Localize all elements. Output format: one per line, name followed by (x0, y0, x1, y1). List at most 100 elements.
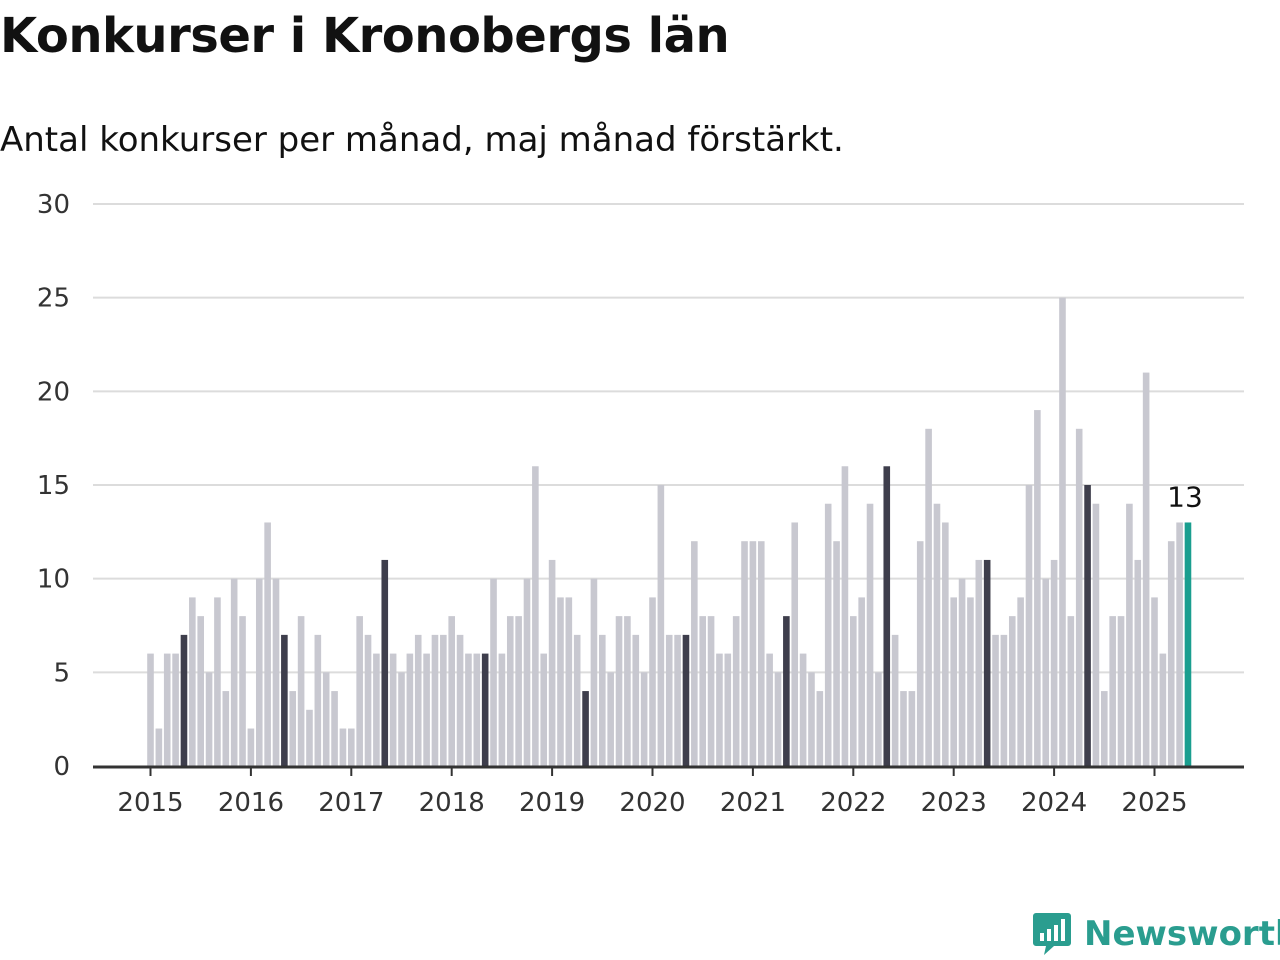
bar-2023-aug (1008, 616, 1016, 766)
bar-2021-dec (841, 466, 849, 766)
bar-2021-mar (766, 653, 773, 766)
bar-2022-jul (900, 691, 907, 766)
bar-2016-jun (289, 691, 297, 766)
chart-title: Konkurser i Kronobergs län (0, 8, 730, 64)
bar-2022-jan (850, 616, 857, 766)
bar-2020-dec (741, 541, 748, 766)
bar-2023-jun (992, 634, 999, 766)
bar-2024-jan (1050, 559, 1058, 766)
bar-2024-jul (1101, 691, 1108, 766)
bar-2020-nov (732, 616, 740, 766)
bar-2018-nov (532, 466, 539, 766)
bar-2017-aug (406, 653, 414, 766)
y-tick-label: 15 (37, 471, 70, 501)
bar-2017-maj (381, 559, 389, 766)
bar-2023-dec (1042, 578, 1050, 766)
bar-2022-sep (916, 541, 924, 766)
x-axis-ticks: 2015 2016 2017 2018 2019 2020 2021 2022 2023 2024… (117, 768, 1188, 818)
bar-2018-jan (448, 616, 455, 766)
bar-2022-jun (891, 634, 899, 766)
bar-2023-maj (983, 559, 991, 766)
x-tick-label: 2025 (1121, 788, 1187, 818)
bars (147, 297, 1192, 766)
y-tick-label: 5 (53, 658, 70, 688)
bar-2024-apr (1075, 428, 1083, 766)
y-tick-label: 20 (37, 377, 70, 407)
x-tick-label: 2018 (419, 788, 485, 818)
bar-2025-maj (1184, 522, 1192, 766)
bar-2022-feb (858, 597, 865, 766)
bar-2018-jul (498, 653, 506, 766)
bar-2017-dec (440, 634, 447, 766)
bar-2017-mar (364, 634, 372, 766)
bar-2016-sep (314, 634, 322, 766)
x-tick-label: 2020 (619, 788, 685, 818)
bar-2015-dec (239, 616, 246, 766)
newsworthy-logo-icon (1033, 913, 1071, 955)
bar-2022-okt (925, 428, 932, 766)
bar-2018-maj (481, 653, 489, 766)
bar-2020-okt (724, 653, 732, 766)
bar-2018-mar (465, 653, 472, 766)
bar-2015-feb (155, 728, 163, 766)
bar-2019-okt (624, 616, 631, 766)
bar-2018-jun (490, 578, 497, 766)
bar-2019-feb (557, 597, 564, 766)
bar-2019-sep (615, 616, 623, 766)
bar-2016-dec (339, 728, 347, 766)
bar-2022-dec (942, 522, 949, 766)
bar-2016-aug (306, 709, 313, 766)
bar-2017-jul (398, 672, 405, 766)
chart-subtitle: Antal konkurser per månad, maj månad för… (0, 120, 844, 160)
bar-2023-sep (1017, 597, 1024, 766)
bar-2021-jul (799, 653, 807, 766)
brand-name: Newsworthy (1084, 914, 1280, 954)
bar-2025-jan (1151, 597, 1158, 766)
bar-2016-feb (255, 578, 263, 766)
bar-2025-apr (1176, 522, 1183, 766)
bar-2015-apr (172, 653, 179, 766)
bar-2016-jul (297, 616, 305, 766)
x-tick-label: 2021 (720, 788, 786, 818)
bar-2023-feb (958, 578, 966, 766)
bar-2024-sep (1117, 616, 1125, 766)
bar-2018-sep (515, 616, 522, 766)
bar-2024-okt (1126, 503, 1133, 766)
y-tick-label: 0 (53, 752, 70, 782)
bar-2023-okt (1025, 485, 1033, 766)
bar-2020-mar (665, 634, 673, 766)
bar-2016-nov (331, 691, 338, 766)
bar-2015-nov (230, 578, 238, 766)
bar-2020-jun (691, 541, 698, 766)
bar-2024-nov (1134, 559, 1142, 766)
bar-2015-mar (163, 653, 171, 766)
bar-2024-dec (1142, 372, 1150, 766)
bar-2015-sep (214, 597, 221, 766)
bar-2018-aug (506, 616, 514, 766)
bar-2020-jul (699, 616, 706, 766)
bar-2018-dec (540, 653, 548, 766)
bar-2017-nov (431, 634, 439, 766)
bar-2020-apr (674, 634, 681, 766)
bar-2023-mar (967, 597, 974, 766)
bar-2023-apr (975, 559, 983, 766)
bar-2021-nov (833, 541, 840, 766)
bar-2019-mar (565, 597, 573, 766)
x-tick-label: 2019 (519, 788, 585, 818)
bar-2021-jun (791, 522, 799, 766)
y-tick-label: 30 (37, 190, 70, 220)
bar-2019-maj (582, 691, 589, 766)
bar-2019-aug (607, 672, 614, 766)
bar-2016-jan (247, 728, 255, 766)
bar-2022-nov (933, 503, 941, 766)
bar-2017-jun (389, 653, 397, 766)
x-tick-label: 2024 (1021, 788, 1087, 818)
bar-2019-apr (573, 634, 581, 766)
bar-2016-apr (272, 578, 280, 766)
bar-2017-feb (356, 616, 363, 766)
bar-2019-dec (640, 672, 648, 766)
bar-2024-jun (1092, 503, 1100, 766)
bar-2019-jul (599, 634, 606, 766)
bar-2017-apr (373, 653, 380, 766)
